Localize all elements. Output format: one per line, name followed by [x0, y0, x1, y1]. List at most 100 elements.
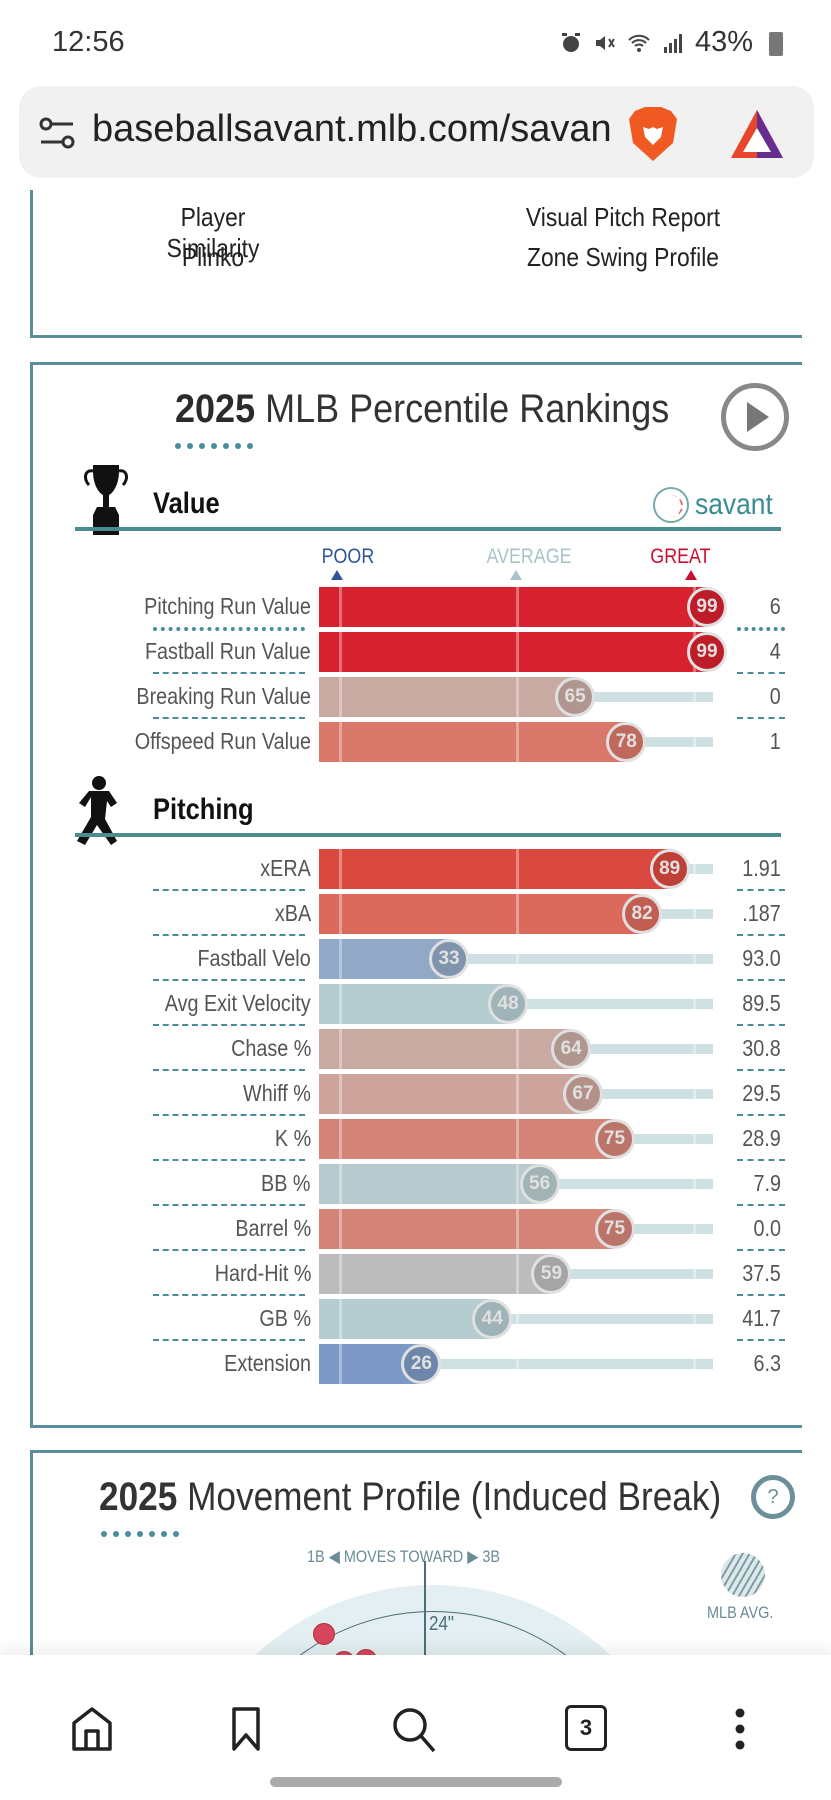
- address-bar[interactable]: baseballsavant.mlb.com/savan: [19, 86, 814, 178]
- direction-legend: 1B ◀ MOVES TOWARD ▶ 3B: [307, 1547, 500, 1567]
- metric-label: Fastball Velo: [197, 945, 311, 971]
- percentile-bar: [319, 984, 509, 1024]
- percentile-row[interactable]: Whiff % 67 29.5: [33, 1074, 805, 1116]
- percentile-row[interactable]: BB % 56 7.9: [33, 1164, 805, 1206]
- row-divider: [153, 1204, 305, 1206]
- direction-3b: 3B: [482, 1547, 501, 1566]
- percentile-row[interactable]: Fastball Run Value 99 4: [33, 632, 805, 674]
- row-divider: [737, 1024, 785, 1026]
- percentile-bar: [319, 1209, 615, 1249]
- help-button[interactable]: ?: [751, 1475, 795, 1519]
- gridline: [338, 849, 342, 889]
- gridline: [516, 1209, 519, 1249]
- metric-value: 6.3: [753, 1350, 781, 1376]
- percentile-row[interactable]: Extension 26 6.3: [33, 1344, 805, 1384]
- percentile-marker: 65: [555, 677, 596, 717]
- metric-value: 1: [769, 728, 781, 754]
- play-animation-button[interactable]: [721, 383, 789, 451]
- bat-rewards-icon[interactable]: [729, 108, 785, 160]
- metric-value: 0: [769, 683, 781, 709]
- percentile-bar: [319, 1029, 572, 1069]
- row-divider: [153, 1159, 305, 1161]
- gridline: [693, 722, 697, 762]
- percentile-row[interactable]: GB % 44 41.7: [33, 1299, 805, 1341]
- percentile-row[interactable]: Offspeed Run Value 78 1: [33, 722, 805, 762]
- link-zone-swing-profile[interactable]: Zone Swing Profile: [526, 242, 720, 272]
- percentile-remaining-bar: [571, 1044, 713, 1054]
- pitch-point[interactable]: [313, 1623, 335, 1645]
- gridline: [338, 632, 342, 672]
- gridline: [693, 1254, 697, 1294]
- percentile-remaining-bar: [642, 909, 713, 919]
- browser-bottom-toolbar: 3: [0, 1655, 831, 1800]
- percentile-track: 82: [319, 894, 713, 934]
- metric-value: 93.0: [742, 945, 781, 971]
- gridline: [516, 1074, 519, 1114]
- alarm-icon: [561, 32, 580, 52]
- row-divider: [153, 934, 305, 936]
- row-divider: [737, 889, 785, 891]
- percentile-remaining-bar: [626, 737, 713, 747]
- percentile-track: 65: [319, 677, 713, 717]
- percentile-row[interactable]: Hard-Hit % 59 37.5: [33, 1254, 805, 1296]
- gridline: [338, 1344, 342, 1384]
- gridline: [693, 1209, 697, 1249]
- percentile-marker: 99: [687, 587, 727, 627]
- metric-label: Whiff %: [243, 1080, 311, 1106]
- percentile-row[interactable]: xERA 89 1.91: [33, 849, 805, 891]
- gridline: [338, 722, 342, 762]
- link-plinko[interactable]: Plinko: [181, 242, 245, 272]
- percentile-row[interactable]: Chase % 64 30.8: [33, 1029, 805, 1071]
- percentile-row[interactable]: Barrel % 75 0.0: [33, 1209, 805, 1251]
- percentile-bar: [319, 894, 643, 934]
- poor-marker-icon: [331, 570, 343, 580]
- gridline: [693, 849, 697, 889]
- tabs-button[interactable]: 3: [565, 1705, 607, 1751]
- gesture-bar[interactable]: [270, 1777, 562, 1787]
- gridline: [338, 894, 342, 934]
- percentile-row[interactable]: Breaking Run Value 65 0: [33, 677, 805, 719]
- bookmark-icon[interactable]: [222, 1705, 270, 1753]
- search-icon[interactable]: [390, 1705, 438, 1753]
- percentile-marker: 48: [488, 984, 529, 1024]
- percentile-title-text: MLB Percentile Rankings: [255, 387, 670, 431]
- percentile-remaining-bar: [614, 1224, 713, 1234]
- row-divider: [737, 1249, 785, 1251]
- metric-label: Offspeed Run Value: [134, 728, 311, 754]
- movement-vertical-axis: [424, 1561, 426, 1700]
- percentile-track: 89: [319, 849, 713, 889]
- percentile-track: 33: [319, 939, 713, 979]
- percentile-marker: 67: [562, 1074, 603, 1114]
- metric-value: 28.9: [742, 1125, 781, 1151]
- gridline: [338, 939, 342, 979]
- gridline: [516, 1344, 519, 1384]
- metric-label: Barrel %: [235, 1215, 311, 1241]
- clock: 12:56: [52, 26, 125, 58]
- percentile-row[interactable]: Fastball Velo 33 93.0: [33, 939, 805, 981]
- gridline: [338, 1119, 342, 1159]
- home-icon[interactable]: [68, 1705, 116, 1753]
- percentile-row[interactable]: K % 75 28.9: [33, 1119, 805, 1161]
- metric-value: 4: [769, 638, 781, 664]
- brave-shields-icon[interactable]: [627, 105, 679, 163]
- metric-value: 41.7: [742, 1305, 781, 1331]
- link-visual-pitch-report[interactable]: Visual Pitch Report: [525, 202, 721, 232]
- link-player-similarity[interactable]: Player Similarity: [166, 202, 260, 263]
- gridline: [338, 587, 342, 627]
- percentile-title-year: 2025: [175, 387, 256, 431]
- percentile-bar: [319, 849, 670, 889]
- gridline: [338, 1074, 342, 1114]
- more-menu-icon[interactable]: [716, 1705, 764, 1753]
- site-settings-icon[interactable]: [37, 116, 77, 150]
- percentile-row[interactable]: Pitching Run Value 99 6: [33, 587, 805, 631]
- gridline: [693, 1029, 697, 1069]
- percentile-remaining-bar: [669, 864, 713, 874]
- url-text[interactable]: baseballsavant.mlb.com/savan: [92, 108, 612, 150]
- scale-poor-label: POOR: [321, 545, 375, 568]
- percentile-marker: 89: [649, 849, 690, 889]
- percentile-row[interactable]: xBA 82 .187: [33, 894, 805, 936]
- row-divider: [737, 1069, 785, 1071]
- percentile-row[interactable]: Avg Exit Velocity 48 89.5: [33, 984, 805, 1026]
- percentile-remaining-bar: [492, 1314, 713, 1324]
- mlb-average-icon: [721, 1553, 765, 1597]
